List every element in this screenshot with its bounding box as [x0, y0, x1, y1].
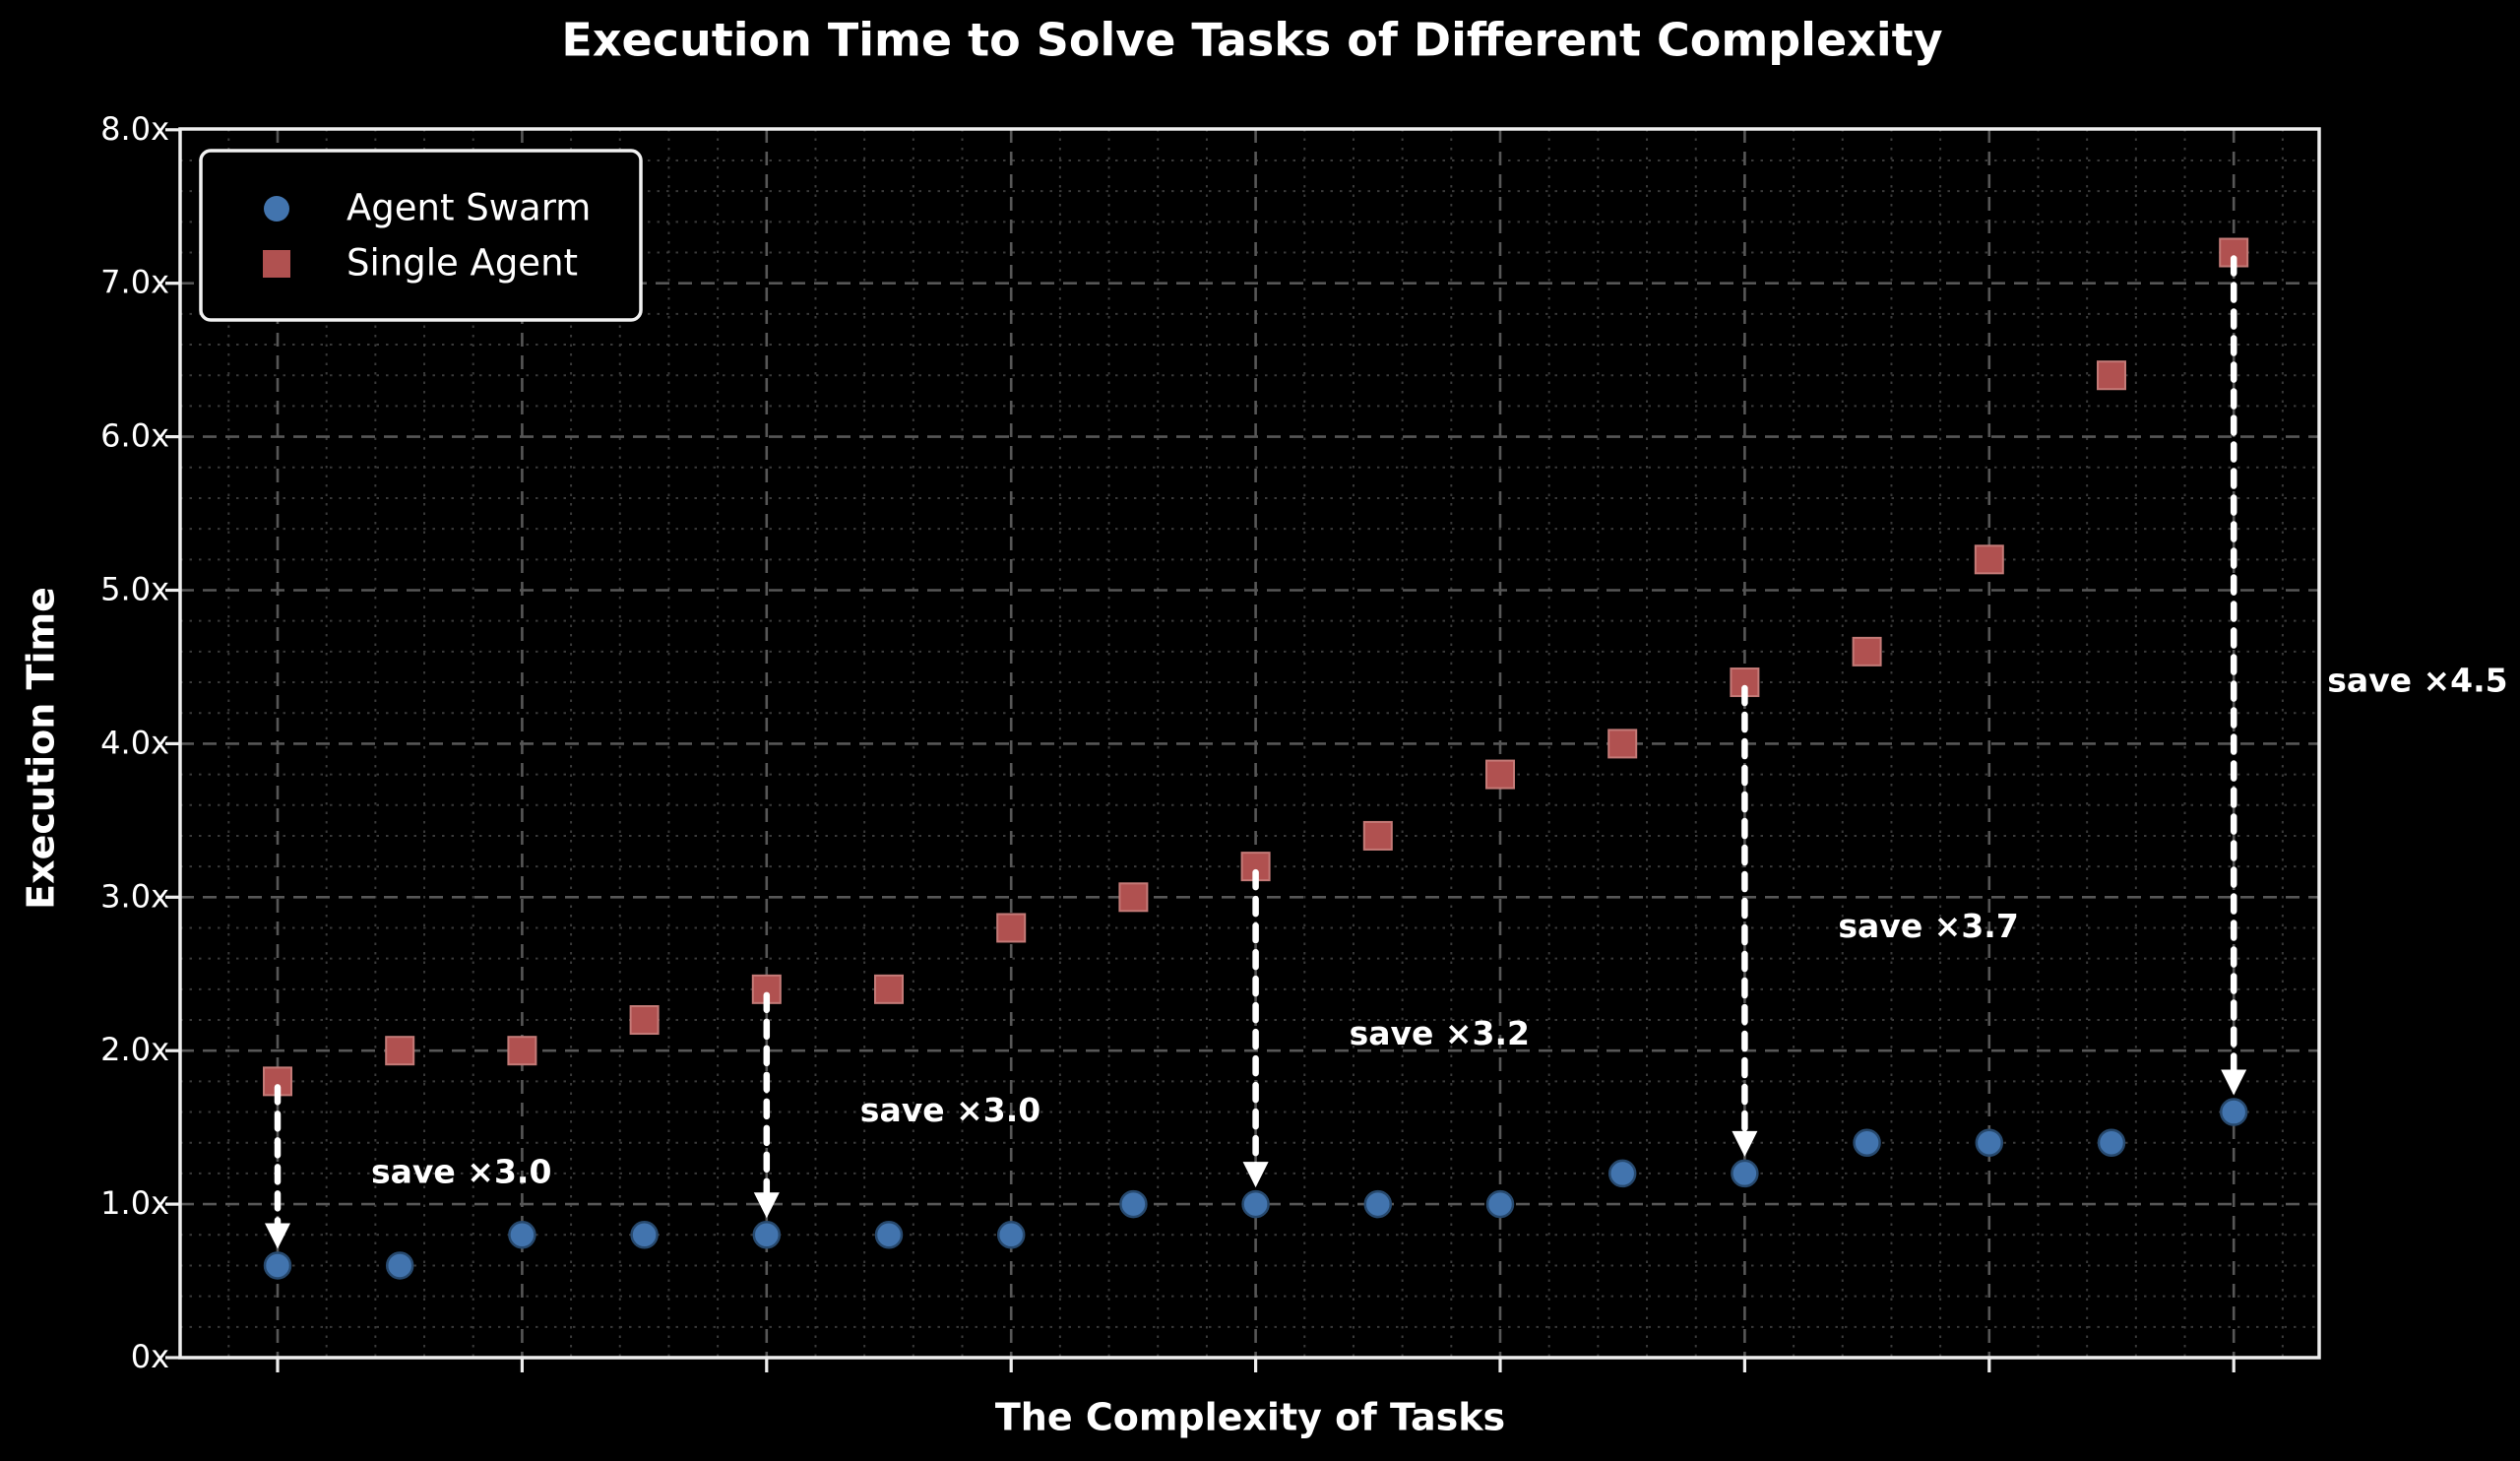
data-point-agent-swarm: [996, 1221, 1026, 1249]
data-point-single-agent: [2097, 360, 2126, 391]
legend-label-single-agent: Single Agent: [346, 242, 578, 285]
data-point-single-agent: [1118, 882, 1149, 913]
data-point-agent-swarm: [1363, 1189, 1393, 1219]
savings-arrow-head-icon: [1242, 1162, 1269, 1188]
data-point-single-agent: [1485, 759, 1515, 790]
y-tick-label: 5.0x: [100, 571, 169, 608]
legend-label-agent-swarm: Agent Swarm: [346, 187, 591, 229]
data-point-agent-swarm: [385, 1251, 414, 1280]
y-tick-label: 0x: [131, 1338, 169, 1375]
y-tick-label: 8.0x: [100, 110, 169, 148]
data-point-agent-swarm: [1853, 1128, 1881, 1157]
y-tick-label: 7.0x: [100, 264, 169, 301]
savings-arrow-head-icon: [265, 1223, 290, 1249]
data-point-agent-swarm: [1731, 1159, 1759, 1188]
data-point-single-agent: [996, 913, 1027, 943]
y-tick-label: 1.0x: [100, 1184, 169, 1222]
savings-annotation-label: save ×3.2: [1350, 1014, 1530, 1052]
data-point-single-agent: [751, 974, 782, 1004]
annotation-arrows: [265, 255, 2247, 1249]
data-point-agent-swarm: [2097, 1128, 2126, 1157]
plot-border: [178, 127, 2321, 1360]
savings-annotation-label: save ×3.7: [1838, 907, 2018, 945]
y-tick-labels: 0x 1.0x 2.0x 3.0x 4.0x 5.0x 6.0x 7.0x 8.0x: [100, 110, 169, 1375]
y-tick-label: 6.0x: [100, 417, 169, 455]
savings-arrow-head-icon: [1732, 1130, 1758, 1157]
axis-ticks: [165, 128, 2236, 1372]
y-tick-label: 4.0x: [100, 724, 169, 761]
data-point-single-agent: [1974, 544, 2004, 575]
y-tick-label: 2.0x: [100, 1031, 169, 1068]
savings-annotation-label: save ×3.0: [860, 1091, 1040, 1129]
data-point-single-agent: [1607, 729, 1638, 759]
data-point-agent-swarm: [1485, 1189, 1515, 1219]
data-point-agent-swarm: [630, 1221, 659, 1249]
legend-marker-agent-swarm-icon: [264, 196, 289, 222]
data-point-agent-swarm: [874, 1221, 904, 1249]
legend-marker-single-agent-icon: [263, 250, 290, 278]
y-tick-label: 3.0x: [100, 877, 169, 915]
data-point-agent-swarm: [508, 1221, 536, 1249]
data-point-agent-swarm: [1119, 1189, 1148, 1219]
data-point-single-agent: [1362, 820, 1393, 851]
data-point-agent-swarm: [263, 1251, 292, 1280]
data-point-single-agent: [629, 1005, 660, 1036]
legend: Agent Swarm Single Agent: [199, 149, 643, 322]
savings-annotation-label: save ×3.0: [371, 1152, 551, 1190]
data-point-single-agent: [507, 1036, 537, 1066]
data-point-agent-swarm: [2219, 1098, 2248, 1126]
savings-arrow-head-icon: [753, 1192, 780, 1219]
savings-arrow-head-icon: [2221, 1069, 2247, 1096]
data-point-single-agent: [1852, 636, 1882, 667]
annotation-labels: save ×3.0 save ×3.0 save ×3.2 save ×3.7 save…: [371, 662, 2508, 1191]
data-point-agent-swarm: [1241, 1189, 1270, 1219]
data-point-agent-swarm: [752, 1221, 782, 1249]
chart-title: Execution Time to Solve Tasks of Differe…: [561, 14, 1942, 67]
data-point-single-agent: [874, 974, 904, 1004]
legend-box: [199, 149, 643, 322]
data-point-agent-swarm: [1607, 1159, 1637, 1188]
data-point-single-agent: [385, 1036, 415, 1066]
y-axis-label: Execution Time: [20, 587, 63, 910]
data-point-single-agent: [2219, 237, 2249, 268]
savings-annotation-label: save ×4.5: [2327, 662, 2507, 700]
data-markers: [263, 237, 2249, 1280]
x-axis-label: The Complexity of Tasks: [995, 1396, 1505, 1439]
data-point-agent-swarm: [1975, 1128, 2004, 1157]
